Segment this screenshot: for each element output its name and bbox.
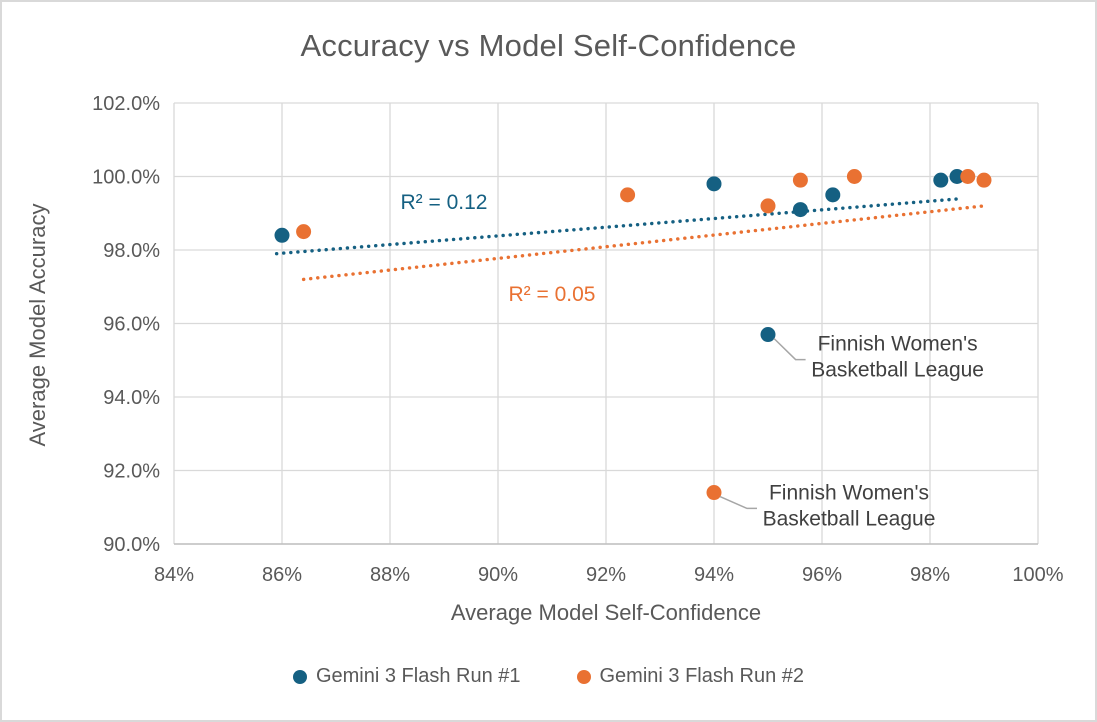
legend-label-run2: Gemini 3 Flash Run #2 [599, 665, 805, 687]
x-tick-label: 98% [910, 564, 950, 586]
r2-label-run2: R² = 0.05 [509, 283, 596, 306]
data-point-run2[interactable] [706, 485, 722, 501]
data-point-run2[interactable] [296, 224, 312, 240]
x-tick-label: 90% [478, 564, 518, 586]
y-axis-title: Average Model Accuracy [25, 203, 50, 447]
data-point-run1[interactable] [933, 172, 949, 188]
annotation-leader-line [719, 495, 757, 510]
x-axis-title: Average Model Self-Confidence [450, 600, 762, 625]
annotation-label: Basketball League [811, 359, 984, 382]
y-tick-label: 98.0% [103, 240, 160, 262]
annotation-leader-line [773, 337, 806, 361]
trendline-run1[interactable] [274, 196, 965, 256]
trendline-run2[interactable] [301, 204, 986, 282]
chart-legend: Gemini 3 Flash Run #1 Gemini 3 Flash Run… [2, 665, 1095, 688]
legend-label-run1: Gemini 3 Flash Run #1 [315, 665, 521, 687]
x-tick-label: 88% [370, 564, 410, 586]
y-tick-label: 96.0% [103, 314, 160, 336]
legend-item-run2[interactable]: Gemini 3 Flash Run #2 [576, 665, 805, 688]
data-point-run2[interactable] [846, 169, 862, 184]
y-tick-label: 92.0% [103, 461, 160, 483]
y-tick-label: 100.0% [92, 167, 160, 189]
x-tick-label: 92% [586, 564, 626, 586]
legend-marker-run2-icon [576, 669, 591, 684]
x-tick-label: 100% [1012, 564, 1063, 586]
legend-marker-run1-icon [292, 669, 307, 684]
annotation-label: Basketball League [763, 507, 936, 530]
data-point-run1[interactable] [274, 227, 290, 243]
y-tick-label: 102.0% [92, 93, 160, 115]
data-point-run2[interactable] [976, 172, 992, 188]
y-tick-label: 94.0% [103, 387, 160, 409]
data-point-run1[interactable] [792, 202, 808, 218]
r2-label-run1: R² = 0.12 [401, 191, 488, 214]
data-point-run1[interactable] [949, 169, 965, 184]
x-tick-label: 86% [262, 564, 302, 586]
data-point-run1[interactable] [825, 187, 841, 203]
data-point-run2[interactable] [792, 172, 808, 188]
x-tick-label: 94% [694, 564, 734, 586]
chart-title: Accuracy vs Model Self-Confidence [300, 28, 797, 63]
data-point-run2[interactable] [760, 198, 776, 214]
data-point-run1[interactable] [760, 327, 776, 343]
annotation-label: Finnish Women's [818, 333, 978, 356]
data-point-run2[interactable] [620, 187, 636, 203]
x-tick-label: 84% [154, 564, 194, 586]
data-point-run2[interactable] [960, 169, 976, 184]
y-tick-label: 90.0% [103, 534, 160, 556]
annotation-label: Finnish Women's [769, 481, 929, 504]
data-point-run1[interactable] [706, 176, 722, 192]
legend-item-run1[interactable]: Gemini 3 Flash Run #1 [292, 665, 521, 688]
x-tick-label: 96% [802, 564, 842, 586]
